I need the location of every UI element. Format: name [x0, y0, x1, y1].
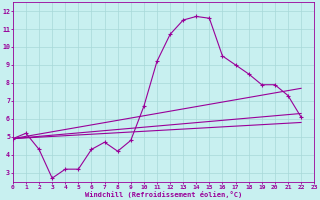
X-axis label: Windchill (Refroidissement éolien,°C): Windchill (Refroidissement éolien,°C) [85, 191, 242, 198]
